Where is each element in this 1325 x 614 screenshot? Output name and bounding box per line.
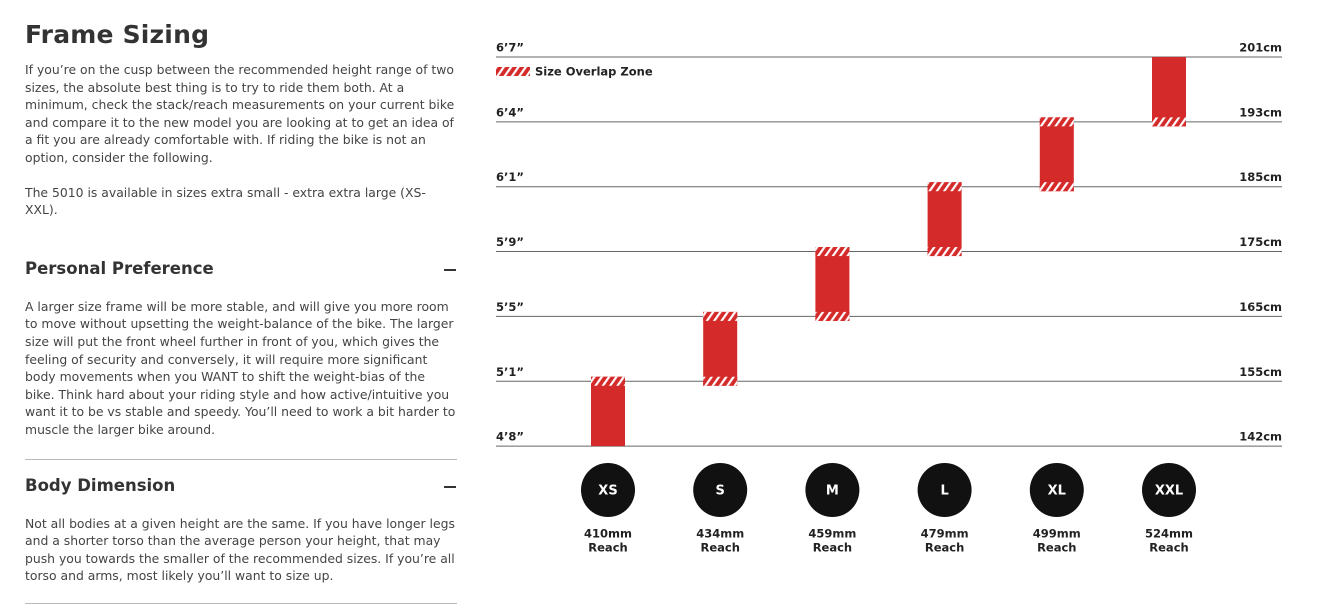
accordion-section[interactable]: Body Dimension Not all bodies at a given… [25, 476, 457, 604]
metric-label: 185cm [1239, 170, 1282, 184]
imperial-label: 6’1” [496, 170, 524, 184]
imperial-label: 6’7” [496, 41, 524, 55]
title: Frame Sizing [25, 20, 210, 49]
size-bar [1152, 57, 1186, 127]
size-label: XS [598, 484, 617, 499]
size-badge [917, 463, 972, 517]
imperial-label: 6’4” [496, 105, 524, 119]
overlap-zone [703, 311, 738, 321]
size-label: S [716, 484, 725, 499]
size-bar [703, 311, 738, 386]
size-label: XL [1048, 484, 1066, 499]
paragraph: The 5010 is available in sizes extra sma… [25, 184, 426, 218]
overlap-zone [703, 376, 738, 386]
size-label: L [940, 484, 948, 499]
size-badge [1029, 463, 1084, 517]
reach-value: 410mm [584, 527, 632, 541]
reach-value: 434mm [696, 527, 744, 541]
size-badge [693, 463, 748, 517]
size-badge [805, 463, 860, 517]
reach-caption: Reach [1149, 541, 1188, 555]
legend-swatch [496, 67, 530, 76]
imperial-label: 5’9” [496, 235, 524, 249]
metric-label: 155cm [1239, 365, 1282, 379]
size-badge [581, 463, 635, 517]
accordion-section[interactable]: Personal Preference A larger size frame … [25, 259, 457, 460]
reach-caption: Reach [925, 541, 964, 555]
overlap-zone [1039, 117, 1074, 127]
reach-caption: Reach [700, 541, 739, 555]
reach-caption: Reach [588, 541, 627, 555]
legend-label: Size Overlap Zone [535, 65, 653, 79]
overlap-zone [1152, 117, 1186, 127]
collapse-icon[interactable] [444, 485, 456, 488]
section-body: Not all bodies at a given height are the… [25, 515, 455, 584]
metric-label: 193cm [1239, 105, 1282, 119]
text-column: Frame Sizing If you’re on the cusp betwe… [25, 0, 457, 604]
section-title[interactable]: Body Dimension [25, 475, 176, 495]
size-bar [927, 182, 962, 257]
metric-label: 165cm [1239, 300, 1282, 314]
reach-caption: Reach [813, 541, 852, 555]
reach-value: 499mm [1033, 527, 1081, 541]
collapse-icon[interactable] [444, 268, 456, 271]
reach-value: 479mm [921, 527, 969, 541]
metric-label: 201cm [1239, 41, 1282, 55]
section-body: A larger size frame will be more stable,… [25, 298, 456, 437]
imperial-label: 5’5” [496, 300, 524, 314]
size-bar [591, 376, 625, 447]
size-bar [815, 247, 850, 321]
size-label: M [826, 484, 839, 499]
size-bar [1039, 117, 1074, 192]
size-label: XXL [1155, 484, 1183, 499]
reach-caption: Reach [1037, 541, 1076, 555]
metric-label: 175cm [1239, 235, 1282, 249]
imperial-label: 4’8” [496, 430, 524, 444]
metric-label: 142cm [1239, 430, 1282, 444]
overlap-zone [815, 311, 850, 321]
size-badge [1142, 463, 1196, 517]
overlap-zone [815, 247, 850, 257]
overlap-zone [927, 182, 962, 192]
overlap-zone [591, 376, 625, 386]
overlap-zone [927, 247, 962, 257]
reach-value: 524mm [1145, 527, 1193, 541]
reach-value: 459mm [808, 527, 856, 541]
imperial-label: 5’1” [496, 365, 524, 379]
overlap-zone [1039, 182, 1074, 192]
section-title[interactable]: Personal Preference [25, 258, 214, 278]
paragraph: If you’re on the cusp between the recomm… [25, 62, 455, 165]
